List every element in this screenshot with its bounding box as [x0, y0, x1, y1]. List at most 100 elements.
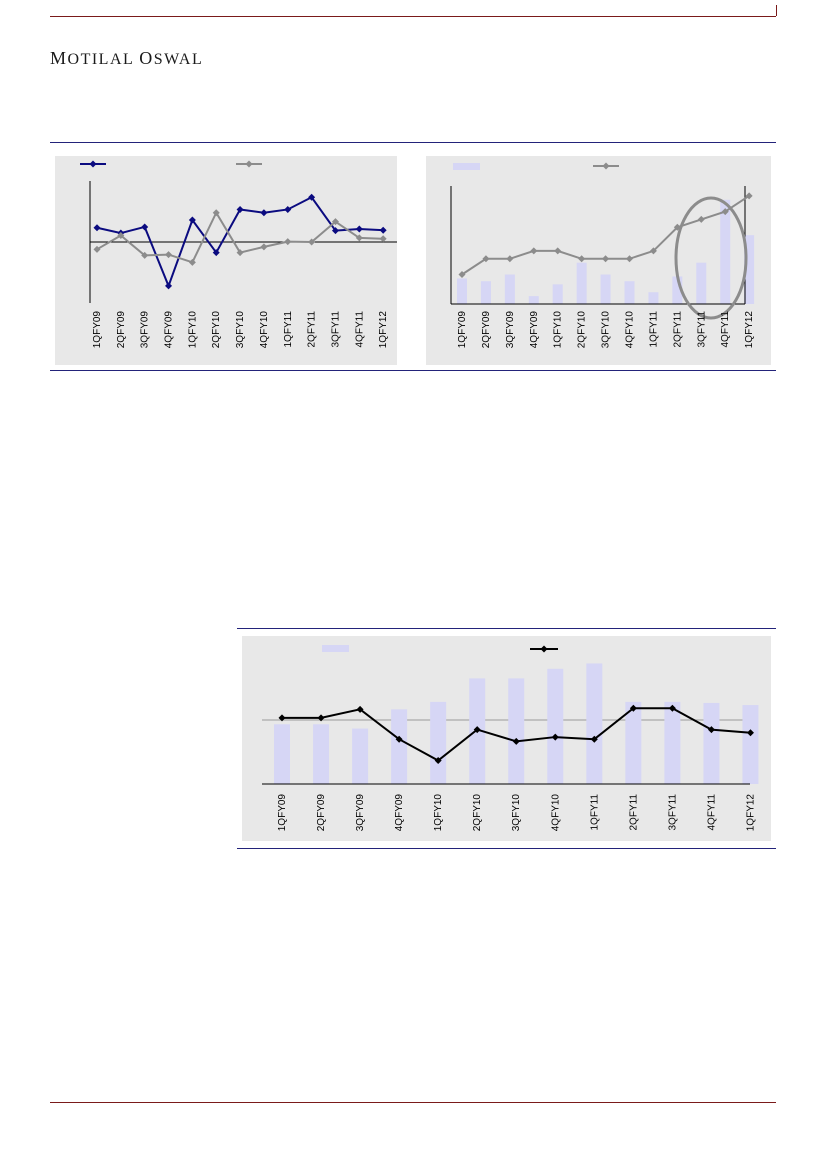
- bar: [664, 701, 681, 784]
- chart_data.1-xtick-label: 1QFY09: [457, 311, 468, 349]
- line-point: [530, 247, 538, 255]
- line-point: [625, 255, 633, 263]
- line-point: [395, 735, 403, 743]
- legend-marker-1: [245, 160, 253, 168]
- highlight-ellipse: [674, 196, 748, 320]
- chart_data.2-xtick-label: 2QFY10: [472, 794, 483, 832]
- bar: [480, 281, 491, 304]
- chart_data.0-xtick-label: 4QFY09: [164, 311, 175, 349]
- bar: [528, 296, 539, 304]
- series-0-point: [141, 223, 149, 231]
- series-0-point: [236, 205, 244, 213]
- chart_data.2-xtick-label: 3QFY09: [355, 794, 366, 832]
- header-rule: [50, 16, 776, 17]
- series-1-point: [284, 238, 292, 246]
- bar: [624, 281, 635, 304]
- series-0-point: [379, 226, 387, 234]
- chart_data.0-xtick-label: 4QFY10: [259, 311, 270, 349]
- bar-line-chart-right: 1QFY09 2QFY09 3QFY09 4QFY09 1QFY10 2QFY10 3QFY…: [450, 162, 755, 349]
- bar: [274, 724, 290, 784]
- line-point: [602, 255, 610, 263]
- series-1-point: [188, 258, 196, 266]
- series-0-point: [284, 205, 292, 213]
- chart-panel-left: 1QFY09 2QFY09 3QFY09 4QFY09 1QFY10 2QFY10 3QFY…: [55, 156, 397, 365]
- chart_data.1-xtick-label: 4QFY09: [529, 311, 540, 349]
- series-0-point: [212, 249, 220, 257]
- header-tick: [776, 5, 777, 16]
- series-0-point: [188, 216, 196, 224]
- bar: [696, 262, 707, 304]
- legend-swatch-bar: [322, 645, 349, 652]
- chart_data.1-xtick-label: 2QFY10: [577, 311, 588, 349]
- chart_data.1-xtick-label: 1QFY11: [648, 311, 659, 348]
- chart_data.0-xtick-label: 2QFY09: [116, 311, 127, 349]
- chart_data.0-xtick-label: 2QFY11: [307, 311, 318, 348]
- chart_data.2-xtick-label: 2QFY09: [316, 794, 327, 832]
- chart_data.0-xtick-label: 3QFY09: [140, 311, 151, 349]
- chart_data.2-xtick-label: 3QFY11: [667, 794, 678, 831]
- series-1-point: [117, 231, 125, 239]
- line-point: [551, 733, 559, 741]
- bar: [586, 663, 603, 784]
- series-1-point: [379, 235, 387, 243]
- series-1-point: [93, 245, 101, 253]
- line-point: [473, 726, 481, 734]
- legend-marker-line: [540, 645, 548, 653]
- line-point: [697, 215, 705, 223]
- chart_data.2-xtick-label: 1QFY09: [277, 794, 288, 832]
- chart_data.0-xtick-label: 1QFY11: [283, 311, 294, 348]
- chart_data.0-xtick-label: 1QFY09: [92, 311, 103, 349]
- bar: [430, 701, 447, 784]
- bar: [504, 274, 515, 304]
- bar: [313, 724, 330, 784]
- chart_data.1-xtick-label: 2QFY11: [672, 311, 683, 348]
- series-1-point: [260, 243, 268, 251]
- line-point: [482, 255, 490, 263]
- series-1-point: [141, 251, 149, 259]
- line-point: [578, 255, 586, 263]
- line-point: [458, 271, 466, 278]
- chart_data.1-xtick-label: 3QFY09: [505, 311, 516, 349]
- chart_data.0-xtick-label: 1QFY10: [187, 311, 198, 349]
- legend-marker-0: [89, 160, 97, 168]
- line-point: [434, 757, 442, 765]
- series-0-point: [93, 224, 101, 232]
- chart_data.2-xtick-label: 1QFY11: [589, 794, 600, 831]
- series-1-point: [236, 249, 244, 257]
- exhibit-section-top: 1QFY09 2QFY09 3QFY09 4QFY09 1QFY10 2QFY10 3QFY…: [50, 142, 776, 371]
- bar: [552, 284, 563, 304]
- series-0-point: [260, 209, 268, 217]
- bar: [648, 292, 659, 304]
- exhibit-section-bottom: 1QFY09 2QFY09 3QFY09 4QFY09 1QFY10 2QFY10 3QFY…: [237, 628, 776, 849]
- chart_data.0-xtick-label: 2QFY10: [211, 311, 222, 349]
- bar: [720, 199, 731, 304]
- chart_data.2-xtick-label: 4QFY09: [394, 794, 405, 832]
- bar: [352, 728, 369, 784]
- line-point: [649, 247, 657, 255]
- chart_data.1-xtick-label: 4QFY11: [720, 311, 731, 348]
- chart-panel-right: 1QFY09 2QFY09 3QFY09 4QFY09 1QFY10 2QFY10 3QFY…: [426, 156, 771, 365]
- chart_data.0-xtick-label: 3QFY11: [330, 311, 341, 348]
- legend-marker-line: [602, 162, 610, 170]
- chart_data.2-xtick-label: 1QFY10: [433, 794, 444, 832]
- line-point: [745, 192, 753, 200]
- series-1-point: [212, 209, 220, 217]
- bar: [547, 668, 564, 784]
- chart_data.2-xtick-label: 3QFY10: [511, 794, 522, 832]
- brand-logo: MOTILAL OSWAL: [50, 48, 204, 68]
- line-point: [721, 208, 729, 216]
- chart_data.2-xtick-label: 1QFY12: [745, 794, 756, 832]
- series-0-point: [355, 225, 363, 233]
- line-point: [590, 735, 598, 743]
- growth-line-chart: 1QFY09 2QFY09 3QFY09 4QFY09 1QFY10 2QFY10 3QFY…: [80, 160, 397, 349]
- legend-swatch-bar: [453, 163, 480, 170]
- bar: [391, 709, 408, 784]
- chart_data.0-xtick-label: 4QFY11: [354, 311, 365, 348]
- chart_data.1-xtick-label: 3QFY11: [696, 311, 707, 348]
- series-1-point: [165, 251, 173, 259]
- line-point: [512, 737, 520, 745]
- series-1-point: [355, 234, 363, 242]
- series-1-point: [308, 238, 316, 246]
- chart_data.0-xtick-label: 1QFY12: [378, 311, 389, 349]
- series-1-point: [331, 218, 339, 226]
